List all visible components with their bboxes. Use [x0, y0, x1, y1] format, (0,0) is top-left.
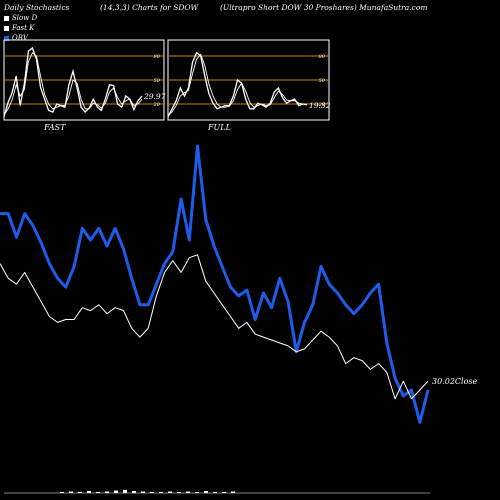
volume-bar	[60, 492, 64, 493]
volume-bar	[69, 491, 73, 493]
volume-bar	[78, 492, 82, 493]
full-panel-label: FULL	[208, 123, 231, 132]
full-value-label: 19.32	[309, 101, 331, 110]
volume-bar	[222, 492, 226, 493]
close-price-line	[0, 254, 429, 400]
legend-obv-swatch	[4, 35, 9, 41]
chart-params-label: (14,3,3) Charts for SDOW	[100, 3, 199, 12]
price-obv-panel: 30.02Close	[0, 144, 478, 494]
volume-bar	[186, 491, 190, 493]
fast-panel-label: FAST	[44, 123, 66, 132]
fast-panel: 20 50 80 29.97	[3, 39, 166, 121]
volume-bar	[213, 492, 217, 493]
full-level-label-80: 80	[319, 54, 326, 60]
full-fast-k-line	[167, 51, 308, 118]
legend-fast-k: Fast K	[4, 24, 34, 32]
volume-bar	[87, 491, 91, 493]
obv-line	[0, 144, 430, 424]
volume-bar	[195, 492, 199, 493]
full-level-label-50: 50	[319, 78, 326, 84]
volume-bar	[114, 490, 118, 493]
volume-bar	[150, 492, 154, 493]
fast-fast-k-line	[3, 46, 143, 117]
legend-obv: OBV	[4, 34, 28, 42]
fast-level-label-50: 50	[154, 78, 161, 84]
fast-level-label-80: 80	[154, 54, 161, 60]
volume-bar	[168, 491, 172, 493]
legend-slow-d-swatch	[4, 15, 9, 21]
chart-type-label: Daily Stochastics	[4, 3, 70, 12]
volume-bar	[123, 490, 127, 493]
full-slow-d-line	[167, 53, 307, 116]
close-value-label: 30.02Close	[432, 377, 478, 386]
volume-bar	[231, 491, 235, 493]
chart-title: (Ultrapro Short DOW 30 Proshares) Munafa…	[220, 3, 428, 12]
volume-bar	[177, 492, 181, 493]
volume-bar	[141, 491, 145, 493]
legend-fast-k-swatch	[4, 25, 9, 31]
legend-slow-d: Slow D	[4, 14, 37, 22]
full-level-label-20: 20	[318, 102, 326, 108]
volume-bar	[204, 491, 208, 493]
volume-bar	[132, 491, 136, 493]
full-panel: 20 50 80 19.32	[167, 39, 331, 121]
fast-slow-d-line	[3, 52, 143, 116]
fast-value-label: 29.97	[143, 92, 166, 101]
fast-level-label-20: 20	[153, 102, 161, 108]
volume-bar	[96, 492, 100, 493]
volume-bar	[105, 491, 109, 493]
volume-bar	[159, 492, 163, 493]
